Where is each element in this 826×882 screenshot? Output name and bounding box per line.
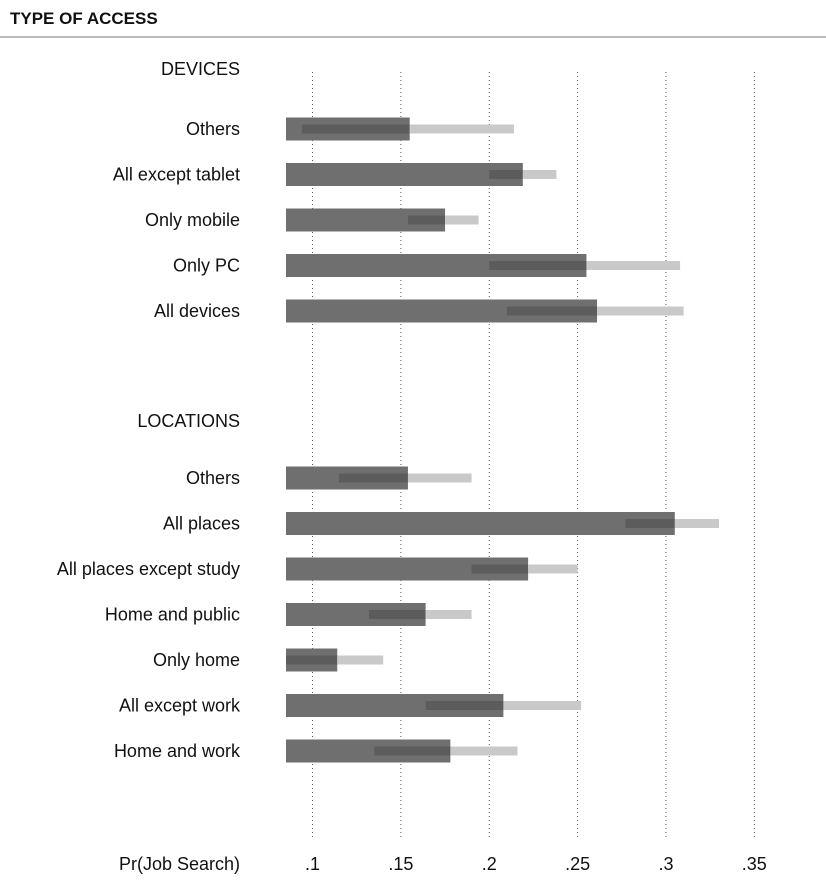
ci-bar-outer	[503, 701, 582, 710]
chart-title: TYPE OF ACCESS	[10, 9, 158, 28]
estimate-bar	[286, 557, 529, 581]
group-header: DEVICES	[161, 59, 240, 79]
row-label: All places	[163, 514, 240, 534]
estimate-bar	[286, 163, 523, 186]
row-label: Only mobile	[145, 210, 240, 230]
x-tick-label: .1	[305, 854, 320, 874]
ci-bar-outer	[337, 655, 384, 665]
x-tick-labels: .1 .15 .2 .25 .3 .35	[305, 854, 767, 874]
ci-bar-inner	[425, 701, 504, 710]
x-tick-label: .2	[482, 854, 497, 874]
x-tick-label: .15	[388, 854, 413, 874]
ci-bar-outer	[407, 473, 472, 483]
ci-bar-inner	[489, 261, 587, 270]
row-label: All devices	[154, 301, 240, 321]
row-label: Only home	[153, 650, 240, 670]
ci-bar-outer	[425, 610, 472, 619]
estimate-bar	[286, 603, 426, 626]
estimate-bar	[286, 512, 675, 535]
estimate-bar	[286, 299, 598, 323]
row-label: Home and public	[105, 605, 240, 625]
estimate-bar	[286, 694, 504, 717]
x-tick-label: .3	[658, 854, 673, 874]
ci-bar-inner	[339, 473, 408, 483]
row-label: Home and work	[114, 741, 241, 761]
group-header: LOCATIONS	[137, 411, 240, 431]
ci-bar-inner	[489, 170, 523, 179]
x-axis-label: Pr(Job Search)	[119, 854, 240, 874]
ci-bar-inner	[506, 306, 598, 316]
estimate-bar	[286, 208, 446, 232]
ci-bar-inner	[369, 610, 426, 619]
ci-bar-outer	[528, 564, 578, 574]
ci-bar-inner	[625, 519, 675, 528]
gridlines	[312, 72, 755, 840]
ci-bar-inner	[374, 746, 451, 756]
ci-bar-outer	[674, 519, 719, 528]
estimate-bar	[286, 254, 587, 277]
ci-bar-outer	[597, 306, 684, 316]
ci-bar-outer	[445, 215, 479, 225]
row-label: Only PC	[173, 256, 240, 276]
ci-bar-outer	[522, 170, 557, 179]
ci-bar-inner	[301, 124, 410, 134]
x-tick-label: .25	[565, 854, 590, 874]
ci-bar-inner	[286, 655, 338, 665]
row-labels: DEVICES Others All except tablet Only mobil…	[57, 59, 241, 761]
row-label: All places except study	[57, 559, 240, 579]
estimate-bar	[286, 739, 451, 763]
ci-bar-outer	[450, 746, 518, 756]
x-tick-label: .35	[742, 854, 767, 874]
ci-bar-inner	[407, 215, 446, 225]
row-label: Others	[186, 468, 240, 488]
ci-bar-outer	[586, 261, 681, 270]
ci-bar-outer	[409, 124, 514, 134]
row-label: All except work	[119, 696, 241, 716]
row-label: All except tablet	[113, 165, 240, 185]
ci-bar-inner	[471, 564, 529, 574]
bars	[286, 117, 719, 763]
row-label: Others	[186, 119, 240, 139]
